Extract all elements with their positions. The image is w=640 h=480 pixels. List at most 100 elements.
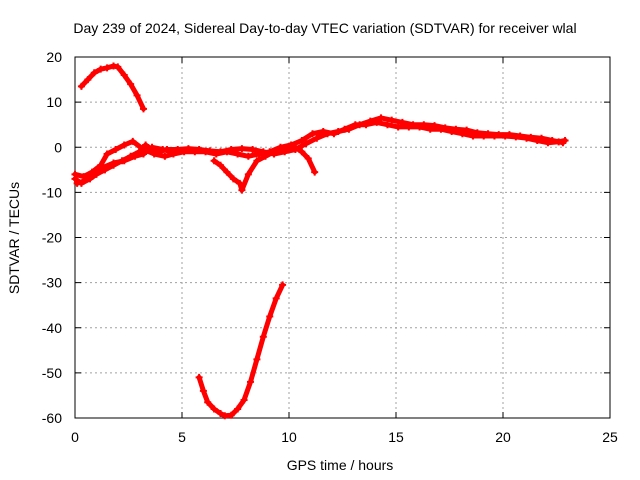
data-point (112, 146, 120, 154)
data-point (221, 412, 229, 420)
data-point (234, 405, 242, 413)
data-point (210, 157, 218, 165)
y-axis-label: SDTVAR / TECUs (6, 182, 22, 294)
x-tick-label: 25 (602, 429, 618, 445)
series-track-morning-short (73, 143, 177, 187)
data-point (544, 139, 552, 147)
data-point (276, 146, 284, 154)
data-point (298, 136, 306, 144)
y-tick-label: 0 (54, 139, 62, 155)
data-point (377, 114, 385, 122)
data-point (120, 141, 128, 149)
data-point (480, 132, 488, 140)
y-tick-label: -20 (42, 230, 62, 246)
data-series (71, 62, 569, 420)
data-point (304, 155, 312, 163)
data-point (362, 121, 370, 129)
data-point (142, 141, 150, 149)
data-point (120, 157, 128, 165)
data-point (501, 132, 509, 140)
data-point (253, 157, 261, 165)
data-point (246, 378, 254, 386)
series-track-afternoon-dip (210, 143, 319, 194)
x-tick-label: 10 (281, 429, 297, 445)
grid-lines (75, 57, 610, 418)
data-point (351, 121, 359, 129)
data-point (139, 150, 147, 158)
data-point (261, 152, 269, 160)
data-point (99, 164, 107, 172)
data-point (523, 134, 531, 142)
data-point (120, 71, 128, 79)
data-point (217, 161, 225, 169)
data-point (210, 405, 218, 413)
data-point (234, 150, 242, 158)
y-tick-label: -60 (42, 410, 62, 426)
axis-ticks (74, 56, 611, 419)
chart-title: Day 239 of 2024, Sidereal Day-to-day VTE… (73, 20, 576, 36)
data-point (236, 179, 244, 187)
data-point (77, 82, 85, 90)
data-point (383, 121, 391, 129)
data-point (114, 63, 122, 71)
data-point (88, 170, 96, 178)
data-point (373, 118, 381, 126)
data-point (426, 125, 434, 133)
data-point (238, 145, 246, 153)
y-tick-labels: -60 -50 -40 -30 -20 -10 0 10 20 (42, 49, 62, 426)
data-point (394, 123, 402, 131)
series-track-early-peak (77, 62, 147, 113)
data-point (223, 168, 231, 176)
data-point (150, 150, 158, 158)
data-point (217, 409, 225, 417)
data-point (416, 123, 424, 131)
x-tick-label: 0 (71, 429, 79, 445)
data-point (169, 148, 177, 156)
data-point (405, 123, 413, 131)
data-point (97, 65, 105, 73)
data-point (202, 148, 210, 156)
data-point (330, 130, 338, 138)
data-point (159, 146, 167, 154)
data-point (204, 398, 212, 406)
data-point (512, 133, 520, 141)
data-point (244, 152, 252, 160)
data-point (191, 148, 199, 156)
data-point (279, 281, 287, 289)
data-point (110, 159, 118, 167)
data-point (302, 140, 310, 148)
data-point (139, 105, 147, 113)
data-point (180, 148, 188, 156)
data-point (161, 152, 169, 160)
data-point (458, 130, 466, 138)
data-point (212, 150, 220, 158)
data-point (90, 69, 98, 77)
data-point (229, 175, 237, 183)
data-point (253, 355, 261, 363)
y-tick-label: 10 (46, 94, 62, 110)
data-point (129, 137, 137, 145)
x-tick-label: 5 (178, 429, 186, 445)
data-point (555, 138, 563, 146)
data-point (133, 91, 141, 99)
data-point (490, 132, 498, 140)
data-point (131, 152, 139, 160)
data-point (199, 387, 207, 395)
y-tick-label: 20 (46, 49, 62, 65)
x-tick-labels: 0 5 10 15 20 25 (71, 429, 618, 445)
data-point (255, 150, 263, 158)
data-point (561, 136, 569, 144)
data-point (319, 127, 327, 135)
data-point (291, 143, 299, 151)
y-tick-label: -30 (42, 275, 62, 291)
data-point (103, 64, 111, 72)
data-point (127, 80, 135, 88)
data-point (266, 312, 274, 320)
data-point (71, 170, 79, 178)
data-point (272, 294, 280, 302)
data-point (469, 132, 477, 140)
x-tick-label: 20 (495, 429, 511, 445)
data-point (448, 127, 456, 135)
data-point (148, 143, 156, 151)
